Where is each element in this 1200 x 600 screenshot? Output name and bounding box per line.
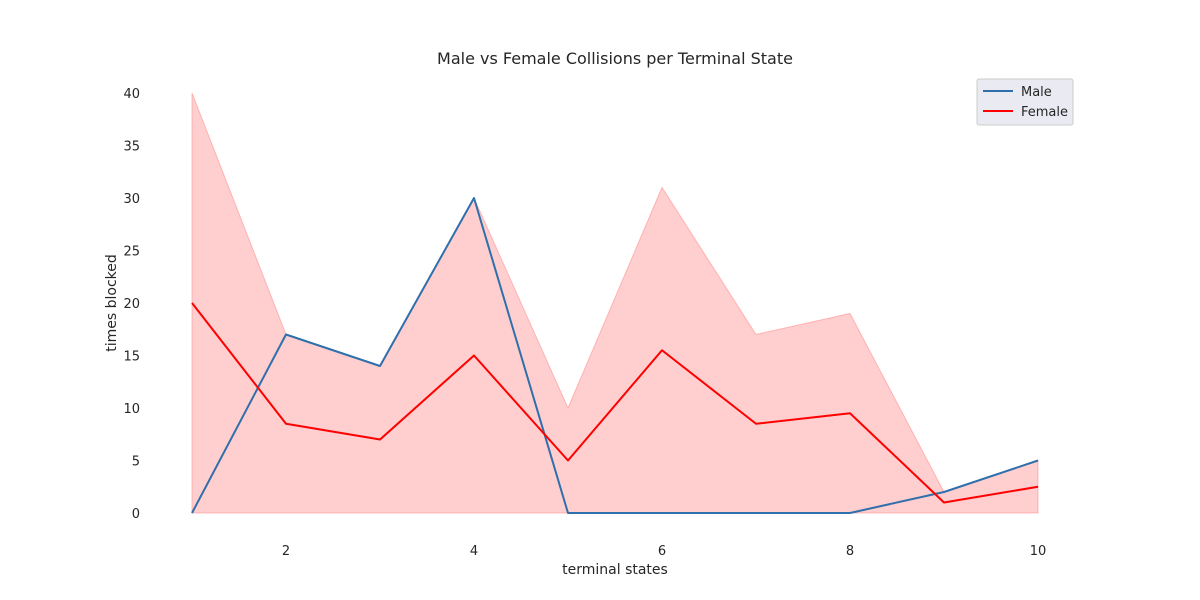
y-tick-label: 15	[123, 350, 140, 365]
y-axis-label: times blocked	[104, 254, 120, 352]
legend-label-male: Male	[1021, 85, 1052, 100]
legend-label-female: Female	[1021, 105, 1068, 120]
y-tick-label: 5	[132, 455, 140, 470]
y-tick-label: 0	[132, 507, 140, 522]
y-tick-label: 40	[123, 87, 140, 102]
y-tick-label: 25	[123, 245, 140, 260]
chart-title: Male vs Female Collisions per Terminal S…	[437, 49, 793, 68]
y-tick-label: 20	[123, 297, 140, 312]
y-tick-label: 30	[123, 192, 140, 207]
x-tick-label: 4	[470, 544, 478, 559]
x-tick-label: 10	[1030, 544, 1047, 559]
x-tick-label: 6	[658, 544, 666, 559]
y-tick-labels: 0 5 10 15 20 25 30 35 40	[123, 87, 140, 522]
x-axis-label: terminal states	[562, 562, 668, 578]
confidence-band-layer	[191, 92, 1039, 514]
y-tick-label: 35	[123, 140, 140, 155]
x-tick-labels: 2 4 6 8 10	[282, 544, 1046, 559]
series-line-male	[191, 197, 1039, 514]
legend: Male Female	[976, 78, 1074, 126]
series-line-layer	[191, 197, 1039, 514]
x-tick-label: 2	[282, 544, 290, 559]
series-line-female	[191, 302, 1039, 504]
confidence-band-female	[191, 92, 1039, 514]
x-tick-label: 8	[846, 544, 854, 559]
y-tick-label: 10	[123, 402, 140, 417]
